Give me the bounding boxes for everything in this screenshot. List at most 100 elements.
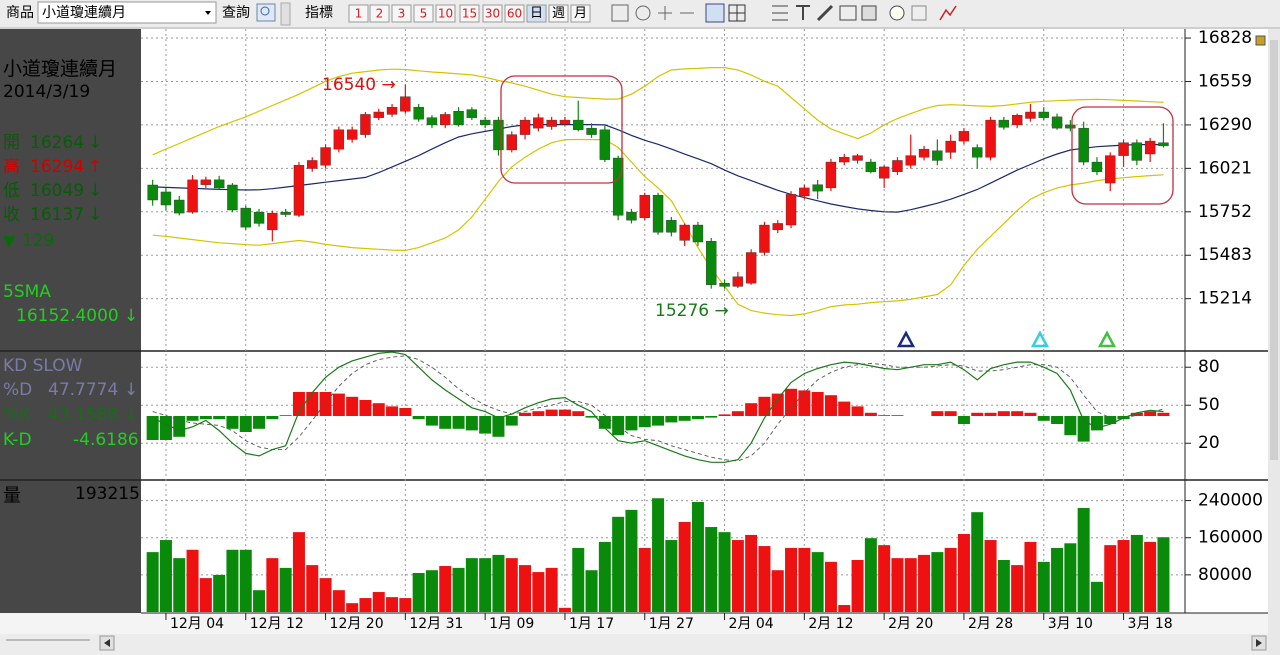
y-tick-label: 240000 [1198, 491, 1263, 511]
tool-icon[interactable] [635, 5, 651, 21]
kd-bar [851, 406, 864, 416]
product-select[interactable] [37, 1, 217, 24]
period-button[interactable] [348, 4, 369, 23]
candle-body [839, 157, 850, 163]
tool-icon[interactable] [658, 6, 672, 20]
y-tick-label: 16559 [1198, 71, 1252, 91]
volume-bar [1064, 543, 1077, 612]
candle-body [719, 282, 730, 287]
period-button[interactable] [391, 4, 412, 23]
x-tick-label: 12月 04 [170, 616, 224, 632]
kd-bar [944, 411, 957, 416]
y-tick-label: 20 [1198, 433, 1220, 453]
candle-body [612, 157, 624, 216]
kd-bar [399, 408, 412, 416]
candle-body [865, 161, 877, 172]
tool-icon[interactable] [816, 4, 834, 22]
volume-bar [625, 509, 638, 612]
kd-bar [705, 416, 718, 418]
kd-bar [931, 411, 944, 416]
volume-bar [1011, 565, 1024, 612]
kd-bar [332, 393, 345, 416]
query-button[interactable]: 查詢 [222, 5, 250, 21]
volume-bar [226, 549, 239, 612]
x-tick-label: 3月 10 [1048, 616, 1093, 632]
period-label: 30 [485, 7, 500, 21]
volume-bar [1144, 541, 1157, 612]
volume-bar [957, 534, 970, 612]
axis-marker [1255, 35, 1266, 46]
candle-body [519, 119, 531, 135]
tool-icon[interactable] [728, 4, 746, 22]
period-button[interactable] [459, 4, 480, 23]
kd-bar [652, 416, 665, 426]
x-axis-area [0, 614, 1268, 634]
period-button[interactable] [504, 4, 525, 23]
kd-bar [545, 409, 558, 416]
indicator-button[interactable]: 指標 [305, 5, 333, 21]
kd-bar [678, 416, 691, 421]
tool-icon[interactable] [939, 5, 957, 21]
tool-icon[interactable] [796, 5, 810, 20]
tool-icon[interactable] [889, 5, 905, 21]
volume-bar [372, 592, 385, 612]
volume-bar [691, 501, 704, 612]
volume-bar [652, 498, 665, 612]
candle-body [187, 179, 198, 213]
kd-bar [585, 416, 598, 418]
candle-body [785, 194, 797, 226]
period-button[interactable] [413, 4, 434, 23]
period-button[interactable] [482, 4, 503, 23]
annotation: 16540 → [322, 75, 396, 95]
kd-diff-name: K-D [3, 430, 32, 450]
period-button[interactable] [548, 4, 569, 23]
candle-body [998, 119, 1010, 128]
volume-bar [944, 547, 957, 612]
volume-bar [731, 540, 744, 612]
period-button[interactable] [526, 4, 547, 23]
candle-body [599, 129, 611, 160]
candle-body [905, 155, 916, 166]
tool-icon[interactable] [772, 5, 788, 21]
volume-bar [558, 607, 571, 612]
kd-bar [1130, 412, 1143, 416]
period-button[interactable] [570, 4, 591, 23]
horizontal-scrollbar[interactable] [0, 634, 1268, 655]
kd-bar [638, 416, 651, 428]
x-tick-label: 2月 04 [729, 616, 774, 632]
scroll-thumb[interactable] [1270, 40, 1278, 460]
x-tick-label: 2月 20 [888, 616, 933, 632]
tool-icon[interactable] [611, 4, 629, 22]
overlay-line [152, 124, 1164, 213]
volume-bar [811, 552, 824, 612]
kd-bar [386, 406, 399, 416]
candle-body [1025, 111, 1036, 119]
tool-icon[interactable] [705, 3, 725, 23]
kd-bar [558, 409, 571, 416]
candle-body [307, 160, 318, 169]
volume-bar [678, 521, 691, 612]
candle-body [1131, 142, 1143, 161]
candle-body [945, 140, 956, 153]
volume-title: 量 [3, 486, 21, 507]
volume-bar [213, 574, 226, 612]
candle-body [878, 166, 890, 179]
info-rows: 開 16264 ↓高 16294 ↑低 16049 ↓收 16137 ↓▼ 1295SMA1615… [3, 133, 138, 326]
volume-bar [705, 527, 718, 612]
period-button[interactable] [369, 4, 390, 23]
volume-bar [838, 605, 851, 612]
kd-bar [665, 416, 678, 423]
volume-bar [346, 603, 359, 612]
tool-icon[interactable] [861, 5, 877, 21]
candle-body [812, 184, 823, 192]
kd-bar [572, 411, 585, 416]
tool-icon[interactable] [839, 5, 857, 21]
period-button[interactable] [435, 4, 456, 23]
tool-icon[interactable] [911, 5, 927, 21]
query-icon[interactable] [256, 3, 276, 22]
kd-bar [226, 416, 239, 429]
y-tick-label: 16021 [1198, 158, 1252, 178]
volume-bar [931, 552, 944, 612]
x-tick-label: 12月 12 [250, 616, 304, 632]
volume-bar [1157, 537, 1170, 612]
